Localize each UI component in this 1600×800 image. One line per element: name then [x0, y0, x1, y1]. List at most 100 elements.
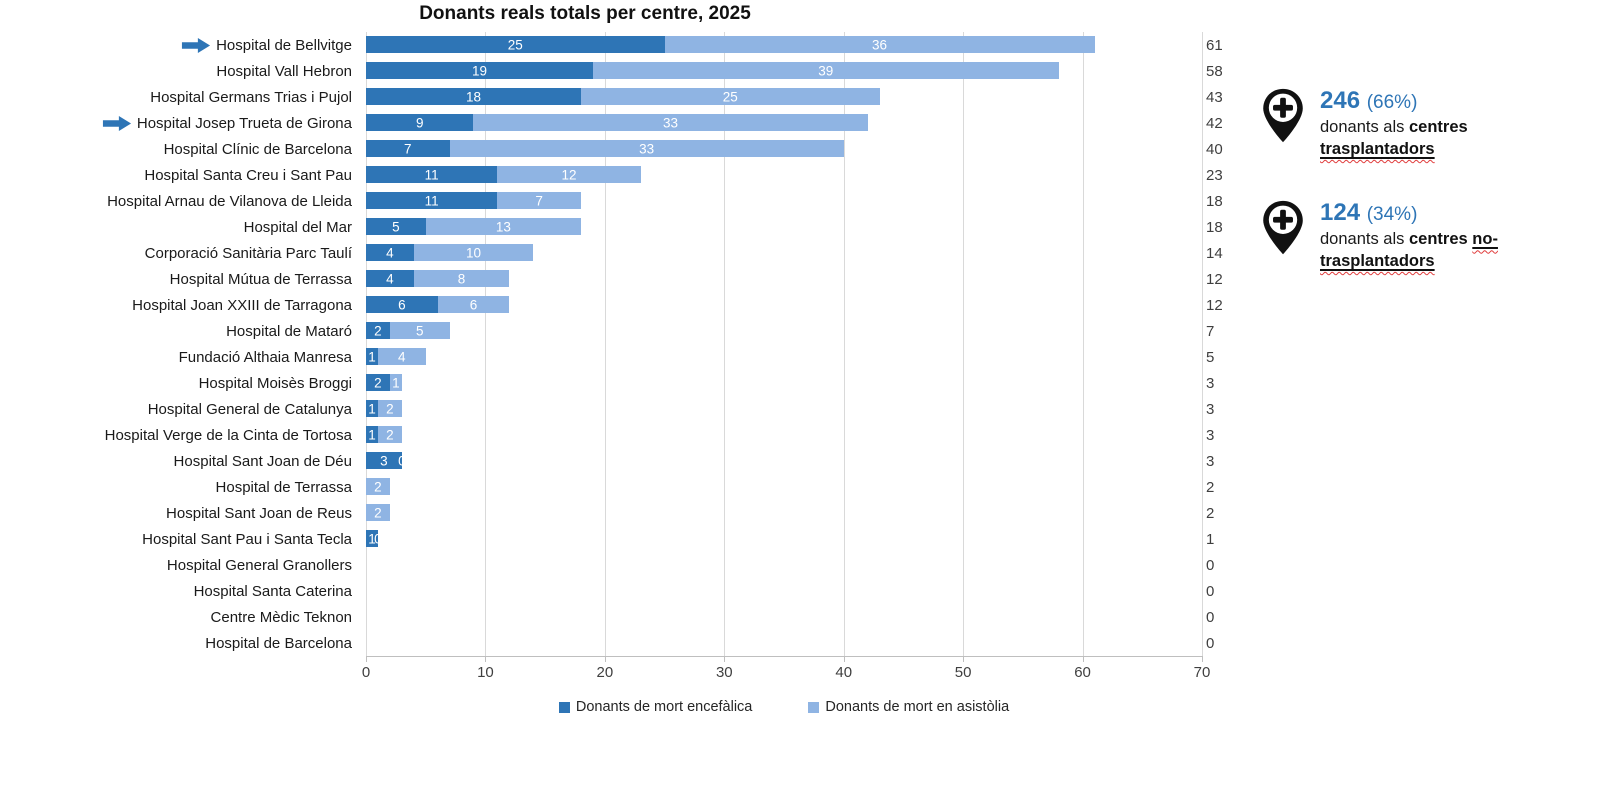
bar-value-label: 25: [507, 37, 523, 52]
row-total: 12: [1206, 296, 1223, 314]
category-cell: Hospital Sant Joan de Reus: [0, 500, 352, 526]
row-total: 0: [1206, 582, 1215, 600]
category-label: Fundació Althaia Manresa: [178, 348, 352, 366]
row-total: 14: [1206, 244, 1223, 262]
bar-value-label: 19: [471, 63, 487, 78]
map-pin-plus-icon: [1263, 200, 1303, 255]
bar-stack: 18 25: [366, 88, 880, 105]
bar-segment-asistolia: 2: [366, 504, 390, 521]
annotation-non-transplant-centers: 124 (34%) donants als centres no-traspla…: [1262, 199, 1592, 273]
category-cell: Hospital Moisès Broggi: [0, 370, 352, 396]
axis-tick: [485, 656, 487, 662]
bar-stack: 11 12: [366, 166, 641, 183]
bar-segment-asistolia: 4: [377, 348, 426, 365]
bar-segment-encefalica: 1: [366, 400, 378, 417]
bar-segment-encefalica: 2: [366, 322, 390, 339]
bar-segment-encefalica: 18: [366, 88, 581, 105]
bar-segment-encefalica: 1: [366, 348, 378, 365]
category-cell: Hospital Sant Pau i Santa Tecla: [0, 526, 352, 552]
row-total: 3: [1206, 374, 1215, 392]
category-label: Hospital de Bellvitge: [216, 36, 352, 54]
bar-value-label: 10: [465, 245, 481, 260]
bar-value-label: 7: [535, 193, 543, 208]
bar-value-label: 6: [398, 297, 406, 312]
row-total: 18: [1206, 192, 1223, 210]
bar-segment-asistolia: 1: [389, 374, 402, 391]
category-cell: Hospital de Barcelona: [0, 630, 352, 656]
category-label: Hospital de Terrassa: [215, 478, 352, 496]
legend: Donants de mort encefàlica Donants de mo…: [366, 699, 1202, 715]
axis-tick: [1082, 656, 1084, 662]
category-cell: Hospital Josep Trueta de Girona: [0, 110, 352, 136]
row-total: 42: [1206, 114, 1223, 132]
bar-segment-asistolia: 25: [580, 88, 880, 105]
bar-segment-asistolia: 5: [389, 322, 450, 339]
category-cell: Hospital Verge de la Cinta de Tortosa: [0, 422, 352, 448]
bar-value-label: 1: [368, 531, 376, 546]
axis-tick-label: 0: [361, 664, 371, 681]
gridline: [963, 32, 965, 656]
bar-value-label: 18: [465, 89, 481, 104]
legend-label: Donants de mort encefàlica: [575, 699, 753, 715]
axis-tick: [1202, 656, 1203, 662]
bar-segment-asistolia: 2: [377, 400, 402, 417]
row-total: 3: [1206, 426, 1215, 444]
axis-tick-label: 40: [835, 664, 853, 681]
legend-label: Donants de mort en asistòlia: [825, 699, 1010, 715]
row-total: 12: [1206, 270, 1223, 288]
bar-stack: 02: [362, 478, 390, 495]
category-label: Hospital Sant Joan de Déu: [173, 452, 352, 470]
bar-segment-encefalica: 1: [366, 530, 378, 547]
annotation-value: 124: [1320, 199, 1361, 226]
chart-row: Hospital Santa Caterina 0: [0, 578, 1600, 604]
bar-segment-asistolia: 6: [437, 296, 510, 313]
bar-value-label: 36: [872, 37, 888, 52]
category-label: Hospital Josep Trueta de Girona: [136, 114, 352, 132]
legend-swatch-asistolia-icon: [808, 701, 820, 713]
annotation-caption-prefix: donants als: [1320, 230, 1405, 249]
bar-segment-asistolia: 39: [592, 62, 1059, 79]
bar-value-label: 2: [374, 505, 382, 520]
bar-value-label: 4: [386, 271, 394, 286]
bar-value-label: 0: [398, 453, 406, 468]
chart-row: Hospital Verge de la Cinta de Tortosa 1 2 3: [0, 422, 1600, 448]
bar-segment-encefalica: 2: [366, 374, 390, 391]
legend-item-asistolia: Donants de mort en asistòlia: [808, 699, 1009, 715]
category-cell: Hospital Santa Creu i Sant Pau: [0, 162, 352, 188]
chart-row: Hospital Josep Trueta de Girona 9 33 42: [0, 110, 1600, 136]
row-total: 3: [1206, 400, 1215, 418]
bar-value-label: 8: [457, 271, 466, 286]
category-cell: Hospital Germans Trias i Pujol: [0, 84, 352, 110]
annotation-value-line: 246 (66%): [1320, 87, 1552, 114]
gridline: [843, 32, 845, 656]
category-label: Hospital Clínic de Barcelona: [163, 140, 352, 158]
map-pin-plus-icon: [1263, 88, 1303, 143]
x-axis-line: [366, 656, 1202, 657]
axis-tick: [724, 656, 726, 662]
bar-segment-asistolia: 36: [664, 36, 1095, 53]
annotation-value-line: 124 (34%): [1320, 199, 1552, 226]
category-cell: Hospital General de Catalunya: [0, 396, 352, 422]
axis-tick-label: 30: [715, 664, 733, 681]
row-total: 40: [1206, 140, 1223, 158]
category-cell: Fundació Althaia Manresa: [0, 344, 352, 370]
arrow-icon: [102, 115, 131, 131]
category-label: Hospital Moisès Broggi: [198, 374, 352, 392]
bar-value-label: 2: [374, 479, 382, 494]
annotation-caption-bold: centres: [1409, 118, 1468, 137]
category-label: Hospital Sant Pau i Santa Tecla: [142, 530, 352, 548]
category-cell: Hospital de Terrassa: [0, 474, 352, 500]
gridline: [366, 32, 367, 656]
bar-value-label: 2: [374, 375, 382, 390]
chart-row: Hospital Sant Joan de Déu 3 0 3: [0, 448, 1600, 474]
row-total: 0: [1206, 556, 1215, 574]
category-cell: Hospital Mútua de Terrassa: [0, 266, 352, 292]
chart-row: Hospital del Mar 5 13 18: [0, 214, 1600, 240]
annotation-caption-bold: centres: [1409, 230, 1468, 249]
chart-row: Hospital Arnau de Vilanova de Lleida 11 7 1…: [0, 188, 1600, 214]
arrow-icon: [182, 37, 211, 53]
chart-row: Hospital Joan XXIII de Tarragona 6 6 12: [0, 292, 1600, 318]
bar-value-label: 11: [424, 167, 439, 182]
